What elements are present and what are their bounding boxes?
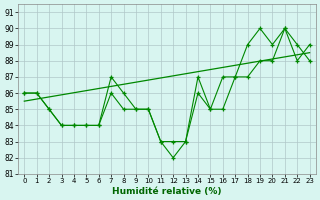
X-axis label: Humidité relative (%): Humidité relative (%) (112, 187, 222, 196)
